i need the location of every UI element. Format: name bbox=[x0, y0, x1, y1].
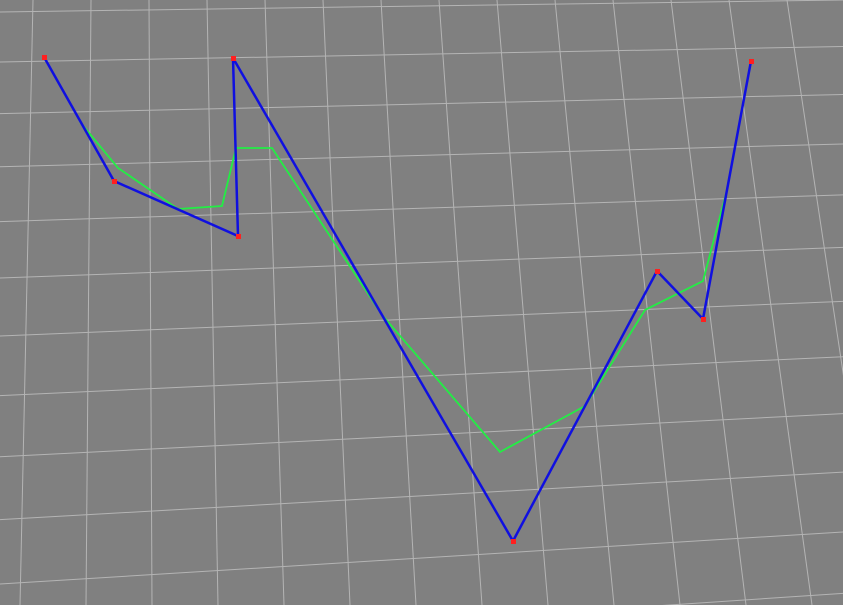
control-point bbox=[655, 269, 660, 274]
grid-line bbox=[0, 471, 843, 521]
smoothed-curve bbox=[79, 121, 728, 454]
control-point bbox=[701, 317, 706, 322]
control-point bbox=[236, 234, 241, 239]
grid-line bbox=[438, 0, 483, 605]
control-point bbox=[511, 539, 516, 544]
grid-line bbox=[0, 246, 843, 279]
grid-line bbox=[148, 0, 153, 605]
grid-line bbox=[0, 143, 843, 168]
control-point bbox=[231, 56, 236, 61]
control-polygon bbox=[42, 56, 753, 544]
grid-line bbox=[322, 0, 351, 605]
grid-line bbox=[496, 0, 549, 605]
control-point bbox=[112, 179, 117, 184]
control-point bbox=[42, 55, 47, 60]
grid-line bbox=[662, 592, 843, 605]
grid-line bbox=[0, 46, 843, 63]
grid-line bbox=[0, 93, 843, 115]
grid-line bbox=[206, 0, 219, 605]
grid-line bbox=[85, 0, 92, 605]
grid-line bbox=[0, 0, 843, 13]
grid-line bbox=[19, 0, 34, 605]
grid-line bbox=[0, 413, 843, 458]
grid-line bbox=[0, 194, 843, 223]
grid-line bbox=[0, 356, 843, 397]
grid-line bbox=[0, 531, 843, 585]
grid-line bbox=[0, 300, 843, 337]
control-point bbox=[749, 59, 754, 64]
grid-line bbox=[380, 0, 417, 605]
grid-line bbox=[612, 0, 681, 605]
grid-line bbox=[786, 0, 843, 376]
control-points bbox=[42, 55, 754, 544]
grid-line bbox=[670, 0, 747, 605]
